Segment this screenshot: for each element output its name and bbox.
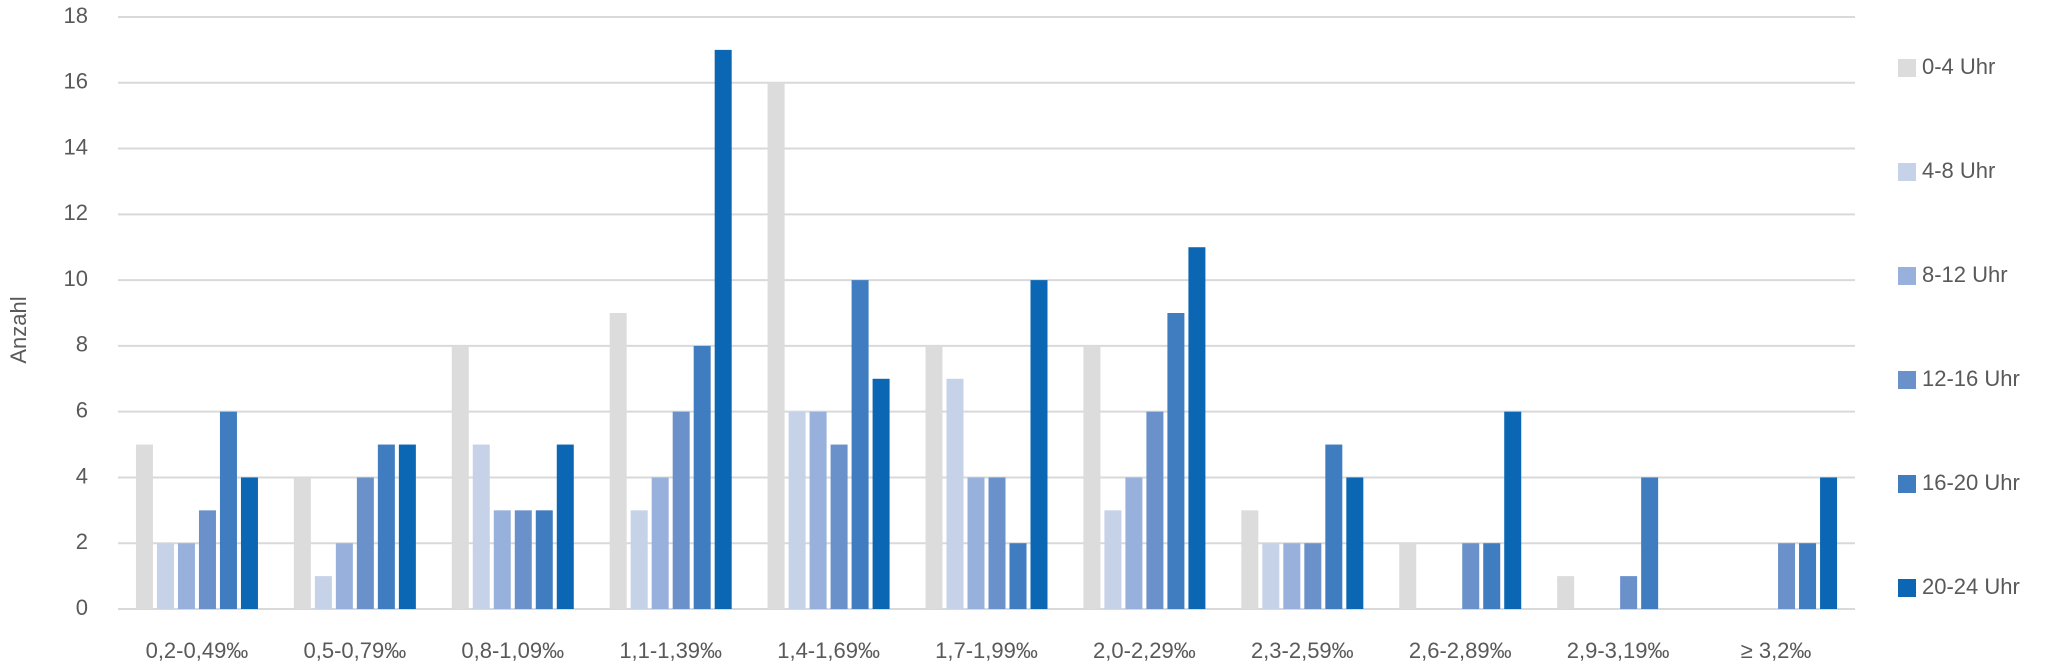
x-tick-label: 0,8-1,09‰	[461, 638, 564, 663]
bar	[493, 510, 511, 609]
bar	[872, 378, 890, 609]
bar	[240, 477, 258, 609]
bar	[377, 444, 395, 609]
bar	[472, 444, 490, 609]
bar	[198, 510, 216, 609]
bar	[1557, 576, 1575, 609]
bar	[356, 477, 374, 609]
bar	[1778, 543, 1796, 609]
bar	[1283, 543, 1301, 609]
legend-swatch	[1898, 371, 1916, 389]
bar	[1399, 543, 1417, 609]
bar	[925, 345, 943, 609]
bar	[946, 378, 964, 609]
bar	[609, 313, 627, 609]
bar	[314, 576, 332, 609]
bar	[809, 411, 827, 609]
bar	[767, 82, 785, 610]
bar	[1304, 543, 1322, 609]
y-tick-label: 8	[76, 332, 88, 357]
bar	[1125, 477, 1143, 609]
bar	[851, 280, 869, 609]
bar	[1641, 477, 1659, 609]
bar	[451, 345, 469, 609]
bar	[335, 543, 353, 609]
bar	[1483, 543, 1501, 609]
legend-swatch	[1898, 267, 1916, 285]
legend-swatch	[1898, 475, 1916, 493]
y-tick-label: 0	[76, 595, 88, 620]
legend-label: 0-4 Uhr	[1922, 54, 1995, 79]
bar	[219, 411, 237, 609]
bar	[535, 510, 553, 609]
x-tick-label: 1,1-1,39‰	[619, 638, 722, 663]
bar	[1799, 543, 1817, 609]
bar	[788, 411, 806, 609]
bar	[967, 477, 985, 609]
bar	[1009, 543, 1027, 609]
bar	[672, 411, 690, 609]
bar	[156, 543, 174, 609]
bar	[630, 510, 648, 609]
bar	[1146, 411, 1164, 609]
bar	[1820, 477, 1838, 609]
bar	[177, 543, 195, 609]
legend-swatch	[1898, 59, 1916, 77]
x-tick-label: 2,6-2,89‰	[1409, 638, 1512, 663]
bar	[1325, 444, 1343, 609]
bar	[293, 477, 311, 609]
bar	[1241, 510, 1259, 609]
bar	[1504, 411, 1522, 609]
bar	[398, 444, 416, 609]
y-tick-label: 10	[64, 266, 88, 291]
bar	[1083, 345, 1101, 609]
bar	[830, 444, 848, 609]
x-tick-label: 1,7-1,99‰	[935, 638, 1038, 663]
bar	[135, 444, 153, 609]
x-tick-label: 2,3-2,59‰	[1251, 638, 1354, 663]
y-tick-label: 2	[76, 529, 88, 554]
y-tick-label: 6	[76, 397, 88, 422]
y-tick-label: 16	[64, 69, 88, 94]
x-tick-label: ≥ 3,2‰	[1741, 638, 1812, 663]
bar	[1167, 313, 1185, 609]
bar	[1462, 543, 1480, 609]
bar	[1346, 477, 1364, 609]
x-tick-label: 2,0-2,29‰	[1093, 638, 1196, 663]
legend-swatch	[1898, 579, 1916, 597]
legend-label: 8-12 Uhr	[1922, 262, 2008, 287]
x-tick-label: 1,4-1,69‰	[777, 638, 880, 663]
legend-swatch	[1898, 163, 1916, 181]
bar	[693, 345, 711, 609]
y-tick-label: 12	[64, 200, 88, 225]
y-tick-label: 18	[64, 3, 88, 28]
x-tick-label: 0,5-0,79‰	[303, 638, 406, 663]
y-tick-label: 4	[76, 463, 88, 488]
bar	[556, 444, 574, 609]
y-axis-label: Anzahl	[6, 296, 31, 363]
legend-label: 4-8 Uhr	[1922, 158, 1995, 183]
bar	[1030, 280, 1048, 609]
bar	[651, 477, 669, 609]
legend-label: 12-16 Uhr	[1922, 366, 2020, 391]
bar	[1188, 247, 1206, 609]
bar	[1262, 543, 1280, 609]
bar	[714, 49, 732, 609]
bar	[514, 510, 532, 609]
bar	[1104, 510, 1122, 609]
y-tick-label: 14	[64, 134, 88, 159]
legend-label: 20-24 Uhr	[1922, 574, 2020, 599]
legend-label: 16-20 Uhr	[1922, 470, 2020, 495]
bar	[1620, 576, 1638, 609]
x-tick-label: 0,2-0,49‰	[146, 638, 249, 663]
bar	[988, 477, 1006, 609]
x-tick-label: 2,9-3,19‰	[1567, 638, 1670, 663]
